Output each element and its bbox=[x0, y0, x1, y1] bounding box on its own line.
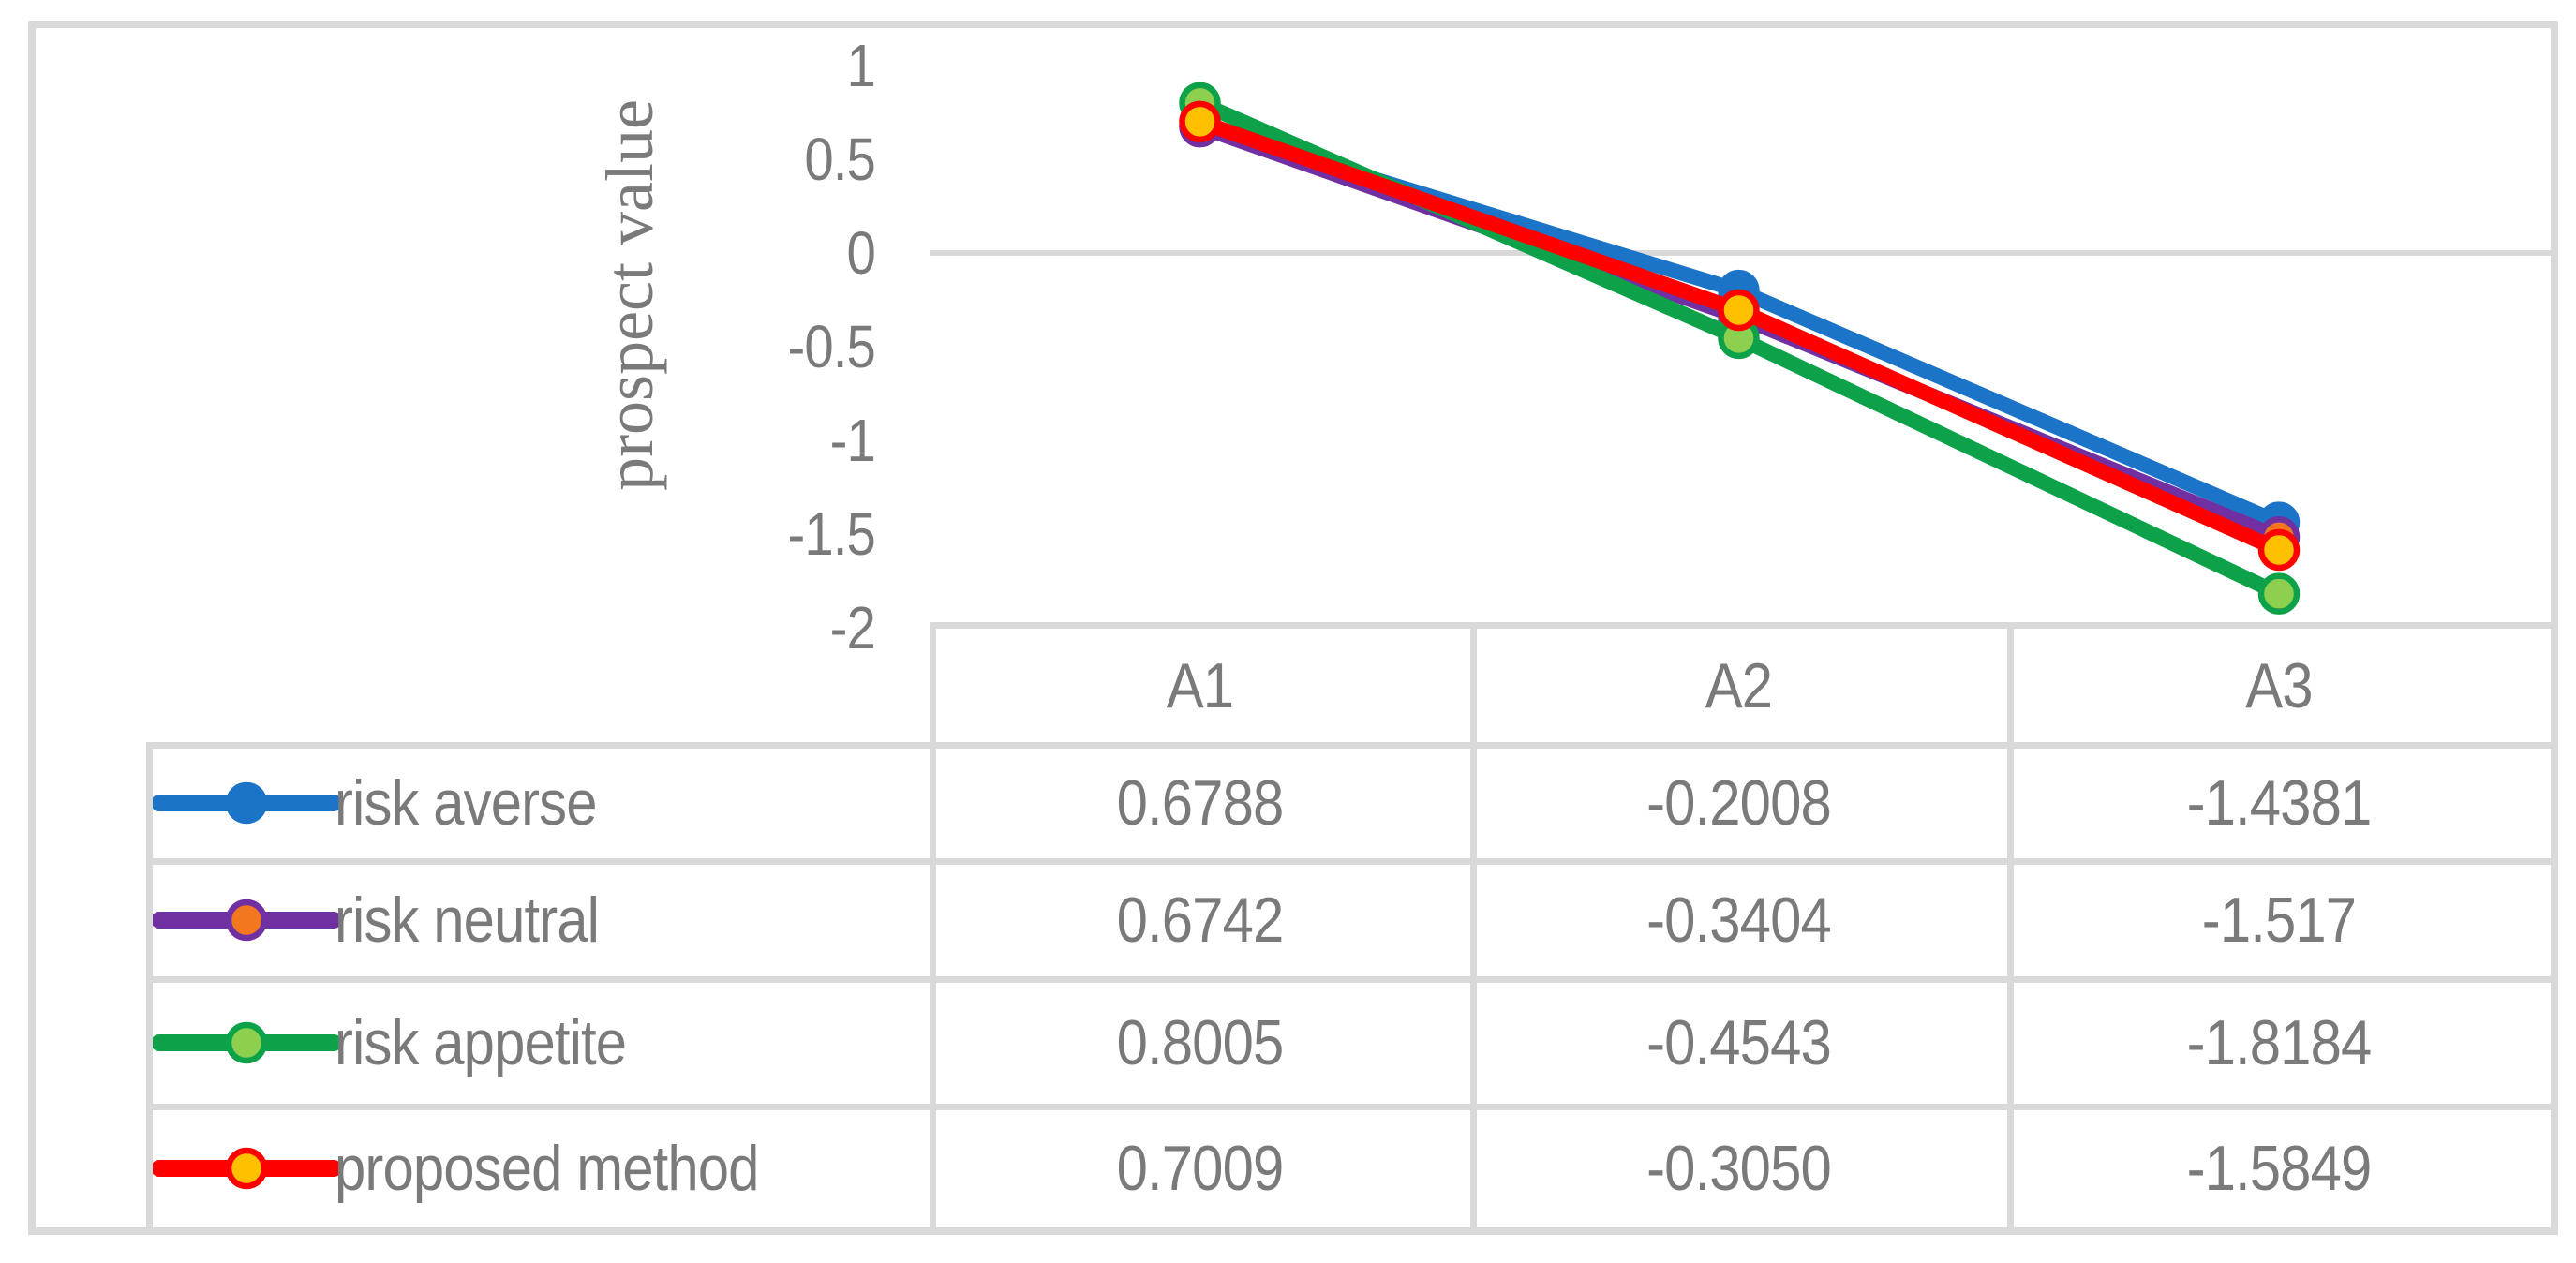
table-cell: -1.5849 bbox=[2186, 1133, 2373, 1204]
table-cell: -1.8184 bbox=[2186, 1007, 2373, 1078]
legend-marker bbox=[225, 899, 268, 942]
series-label: risk neutral bbox=[335, 884, 600, 956]
legend-marker bbox=[225, 781, 268, 825]
legend-key-risk-appetite bbox=[153, 1021, 340, 1064]
table-border bbox=[930, 622, 936, 1227]
table-border bbox=[146, 742, 153, 1227]
table-header-cell: A2 bbox=[1705, 650, 1773, 721]
table-cell: -0.2008 bbox=[1646, 767, 1832, 839]
table-cell: -1.4381 bbox=[2186, 767, 2373, 839]
table-cell: 0.8005 bbox=[1116, 1007, 1285, 1078]
figure-border bbox=[28, 21, 2558, 1235]
table-cell: -0.3404 bbox=[1646, 884, 1832, 956]
table-border bbox=[146, 1104, 2551, 1110]
table-border bbox=[2007, 622, 2014, 1227]
y-tick-label: -1 bbox=[829, 407, 876, 474]
legend-marker bbox=[225, 1021, 268, 1064]
series-marker-proposed-method bbox=[2257, 528, 2301, 572]
table-cell: 0.6742 bbox=[1116, 884, 1285, 956]
table-header-cell: A3 bbox=[2245, 650, 2313, 721]
series-marker-proposed-method bbox=[1718, 289, 1760, 332]
series-marker-proposed-method bbox=[1179, 100, 1221, 143]
y-tick-label: 0 bbox=[846, 219, 876, 287]
table-border bbox=[1470, 622, 1477, 1227]
y-tick-label: -0.5 bbox=[787, 313, 875, 380]
legend-key-proposed-method bbox=[153, 1147, 340, 1190]
table-header-cell: A1 bbox=[1166, 650, 1234, 721]
series-marker-risk-appetite bbox=[2257, 572, 2301, 615]
table-cell: -0.4543 bbox=[1646, 1007, 1832, 1078]
table-cell: -1.517 bbox=[2201, 884, 2357, 956]
series-label: proposed method bbox=[335, 1133, 759, 1204]
series-label: risk appetite bbox=[335, 1007, 627, 1078]
legend-key-risk-averse bbox=[153, 781, 340, 825]
table-border bbox=[146, 858, 2551, 865]
table-cell: 0.6788 bbox=[1116, 767, 1285, 839]
zero-axis-gridline bbox=[930, 250, 2551, 256]
legend-key-risk-neutral bbox=[153, 899, 340, 942]
y-tick-label: -2 bbox=[829, 594, 876, 661]
table-border bbox=[146, 742, 2551, 749]
table-border bbox=[146, 976, 2551, 983]
y-tick-label: 0.5 bbox=[804, 126, 876, 193]
y-tick-label: 1 bbox=[846, 32, 876, 99]
table-cell: 0.7009 bbox=[1116, 1133, 1285, 1204]
table-border bbox=[930, 622, 2551, 629]
table-cell: -0.3050 bbox=[1646, 1133, 1832, 1204]
legend-marker bbox=[225, 1147, 268, 1190]
y-tick-label: -1.5 bbox=[787, 500, 875, 568]
series-label: risk averse bbox=[335, 767, 597, 839]
